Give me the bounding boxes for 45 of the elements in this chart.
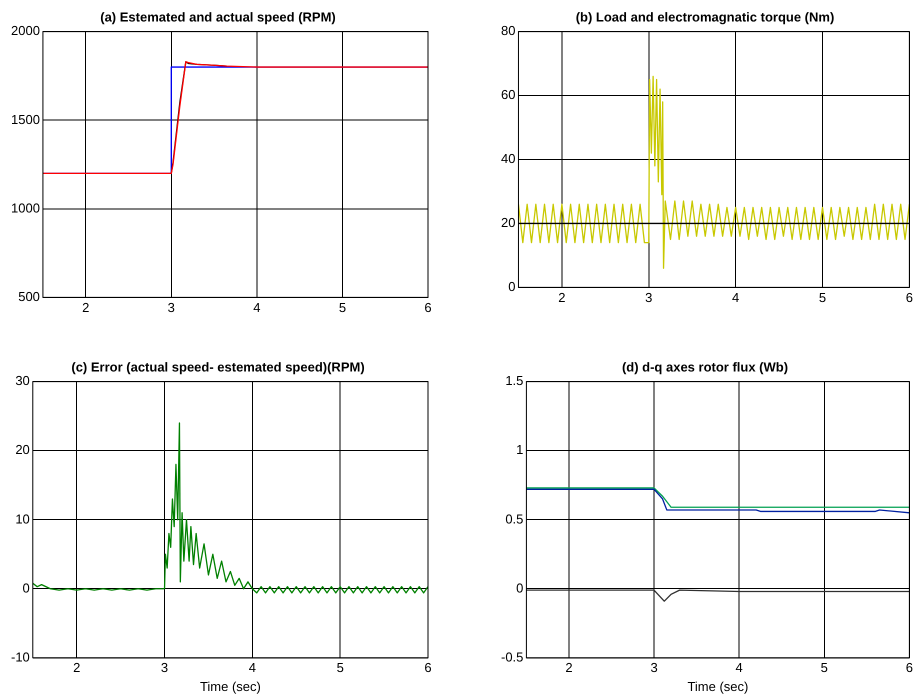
x-axis-title: Time (sec) xyxy=(200,678,261,694)
y-tick-label: 0 xyxy=(508,278,516,294)
x-tick-label: 6 xyxy=(424,660,432,676)
x-tick-label: 6 xyxy=(424,300,432,315)
y-tick-label: 20 xyxy=(500,215,516,230)
x-tick-label: 2 xyxy=(82,300,90,315)
x-tick-label: 4 xyxy=(248,660,256,676)
y-tick-label: -10 xyxy=(10,649,30,664)
y-tick-label: 1000 xyxy=(11,200,40,216)
chart-title: (b) Load and electromagnatic torque (Nm) xyxy=(576,9,834,24)
x-tick-label: 4 xyxy=(732,290,740,305)
x-tick-label: 4 xyxy=(253,300,260,315)
y-tick-label: 30 xyxy=(15,373,30,388)
y-tick-label: 1500 xyxy=(11,112,40,127)
y-tick-label: 1 xyxy=(516,442,524,458)
x-tick-label: 2 xyxy=(73,660,80,676)
y-tick-label: 2000 xyxy=(11,23,40,38)
y-tick-label: 1.5 xyxy=(505,373,524,388)
x-axis-title: Time (sec) xyxy=(687,678,748,694)
x-tick-label: 6 xyxy=(906,660,913,676)
x-tick-label: 5 xyxy=(338,300,346,315)
y-tick-label: 500 xyxy=(18,288,40,304)
x-tick-label: 3 xyxy=(160,660,168,676)
chart-title: (d) d-q axes rotor flux (Wb) xyxy=(622,359,788,374)
x-tick-label: 4 xyxy=(736,660,743,676)
y-tick-label: 40 xyxy=(500,151,516,166)
x-tick-label: 2 xyxy=(558,290,566,305)
chart-title: (a) Estemated and actual speed (RPM) xyxy=(100,9,336,24)
y-tick-label: 60 xyxy=(500,87,516,102)
x-tick-label: 3 xyxy=(650,660,658,676)
x-tick-label: 2 xyxy=(565,660,573,676)
x-tick-label: 6 xyxy=(906,290,913,305)
y-tick-label: 20 xyxy=(15,442,30,458)
y-tick-label: 0 xyxy=(22,580,30,596)
y-tick-label: 0 xyxy=(516,580,524,596)
y-tick-label: 80 xyxy=(500,23,516,38)
y-tick-label: -0.5 xyxy=(500,649,524,664)
y-tick-label: 0.5 xyxy=(505,511,524,526)
x-tick-label: 5 xyxy=(818,290,826,305)
x-tick-label: 5 xyxy=(820,660,828,676)
y-tick-label: 10 xyxy=(15,511,30,526)
x-tick-label: 5 xyxy=(336,660,344,676)
x-tick-label: 3 xyxy=(645,290,652,305)
x-tick-label: 3 xyxy=(168,300,175,315)
chart-title: (c) Error (actual speed- estemated speed)(RPM) xyxy=(71,359,365,374)
